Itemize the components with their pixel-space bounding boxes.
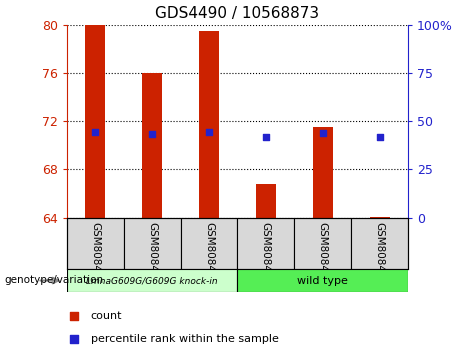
Text: GSM808406: GSM808406 [261,222,271,285]
Bar [256,184,276,218]
Bar [124,218,181,269]
Point [92,129,99,135]
Point [376,134,383,139]
Text: count: count [91,311,122,321]
Point [70,336,77,342]
Bar [237,269,408,292]
Text: GSM808407: GSM808407 [318,222,328,285]
Bar [85,25,105,218]
Text: percentile rank within the sample: percentile rank within the sample [91,334,278,344]
Point [319,130,326,136]
Text: wild type: wild type [297,275,348,286]
Text: GSM808405: GSM808405 [204,222,214,285]
Point [205,129,213,135]
Bar [67,269,237,292]
Bar [142,73,162,218]
Text: LmnaG609G/G609G knock-in: LmnaG609G/G609G knock-in [86,276,218,285]
Point [148,131,156,137]
Bar [370,217,390,218]
Text: GSM808408: GSM808408 [374,222,384,285]
Title: GDS4490 / 10568873: GDS4490 / 10568873 [155,6,319,21]
Point [262,134,270,139]
Bar [67,218,124,269]
Text: GSM808404: GSM808404 [147,222,157,285]
Point [70,313,77,319]
Bar [294,218,351,269]
Bar [351,218,408,269]
Bar [237,218,294,269]
Text: genotype/variation: genotype/variation [5,275,104,285]
Bar [199,31,219,218]
Bar [313,127,333,218]
Bar [181,218,237,269]
Text: GSM808403: GSM808403 [90,222,100,285]
